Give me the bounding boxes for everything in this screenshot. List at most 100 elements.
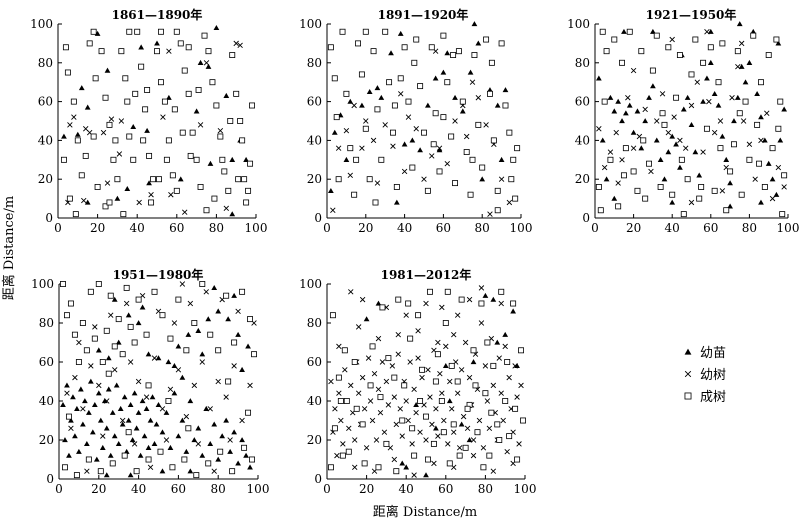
point-seedling	[642, 118, 649, 124]
point-seedling	[61, 133, 67, 139]
point-tree	[362, 28, 369, 35]
point-seedling	[452, 94, 458, 100]
x-tick-label: 40	[397, 221, 412, 235]
point-sapling	[167, 386, 174, 393]
point-tree	[241, 176, 248, 183]
point-sapling	[359, 145, 365, 151]
point-tree	[711, 187, 718, 194]
point-sapling	[237, 42, 243, 49]
point-tree	[105, 370, 112, 377]
legend-marker-seedling	[684, 348, 692, 355]
point-sapling	[648, 168, 654, 175]
point-seedling	[175, 433, 182, 439]
point-tree	[758, 79, 764, 86]
point-seedling	[131, 390, 138, 396]
point-tree	[245, 187, 252, 194]
point-tree	[145, 456, 152, 463]
point-tree	[496, 437, 503, 443]
point-seedling	[76, 448, 82, 454]
point-tree	[452, 180, 459, 187]
point-seedling	[105, 355, 112, 361]
x-tick-label: 80	[209, 221, 224, 235]
point-tree	[512, 195, 519, 202]
x-tick-label: 40	[131, 482, 146, 496]
point-seedling	[482, 292, 489, 298]
point-seedling	[229, 156, 236, 162]
point-tree	[347, 145, 354, 152]
point-seedling	[595, 75, 602, 81]
point-tree	[185, 44, 192, 51]
point-tree	[432, 378, 439, 385]
point-seedling	[81, 398, 88, 404]
point-sapling	[433, 406, 439, 412]
point-tree	[112, 137, 119, 144]
point-tree	[486, 452, 493, 459]
point-seedling	[139, 398, 146, 404]
point-seedling	[684, 94, 691, 100]
point-seedling	[144, 127, 150, 133]
point-sapling	[373, 437, 380, 443]
point-tree	[436, 168, 443, 175]
point-sapling	[88, 363, 94, 369]
point-tree	[615, 203, 622, 210]
point-seedling	[78, 386, 84, 392]
point-tree	[245, 409, 252, 416]
legend-label-sapling: 幼树	[700, 368, 726, 383]
point-tree	[440, 429, 447, 436]
point-tree	[111, 343, 118, 350]
point-seedling	[646, 94, 652, 100]
point-sapling	[514, 394, 520, 400]
point-tree	[60, 281, 66, 287]
point-sapling	[458, 367, 465, 373]
point-tree	[502, 102, 509, 109]
point-sapling	[764, 110, 770, 116]
point-tree	[146, 152, 153, 159]
point-seedling	[444, 50, 451, 56]
point-tree	[331, 75, 338, 82]
point-seedling	[147, 417, 154, 423]
point-sapling	[439, 304, 445, 311]
point-sapling	[470, 452, 477, 459]
point-seedling	[247, 464, 253, 470]
point-tree	[444, 288, 451, 295]
point-tree	[595, 183, 602, 190]
point-tree	[207, 331, 214, 338]
point-seedling	[121, 394, 128, 400]
point-tree	[653, 32, 660, 39]
point-tree	[717, 145, 724, 152]
point-seedling	[139, 304, 146, 310]
point-tree	[665, 44, 672, 51]
point-tree	[71, 331, 78, 338]
point-sapling	[118, 118, 125, 124]
point-seedling	[151, 441, 158, 447]
point-tree	[619, 59, 625, 66]
point-tree	[97, 468, 104, 475]
point-sapling	[682, 145, 689, 151]
point-seedling	[133, 425, 140, 431]
point-sapling	[427, 394, 433, 400]
point-seedling	[113, 382, 120, 388]
point-tree	[156, 176, 162, 183]
point-seedling	[68, 417, 74, 423]
point-seedling	[223, 417, 230, 423]
point-tree	[738, 191, 745, 198]
point-tree	[126, 133, 133, 140]
point-seedling	[607, 94, 614, 100]
x-tick-label: 100	[514, 482, 537, 496]
point-sapling	[175, 367, 182, 373]
point-tree	[163, 156, 170, 163]
point-seedling	[187, 398, 194, 404]
point-seedling	[446, 398, 453, 404]
point-sapling	[775, 164, 782, 171]
point-sapling	[148, 192, 154, 198]
point-tree	[217, 133, 224, 140]
point-tree	[467, 191, 474, 198]
point-tree	[91, 335, 98, 342]
point-sapling	[332, 406, 338, 412]
point-sapling	[475, 95, 482, 101]
point-sapling	[451, 429, 457, 435]
point-tree	[175, 296, 182, 303]
point-seedling	[727, 203, 733, 209]
point-seedling	[62, 437, 68, 443]
